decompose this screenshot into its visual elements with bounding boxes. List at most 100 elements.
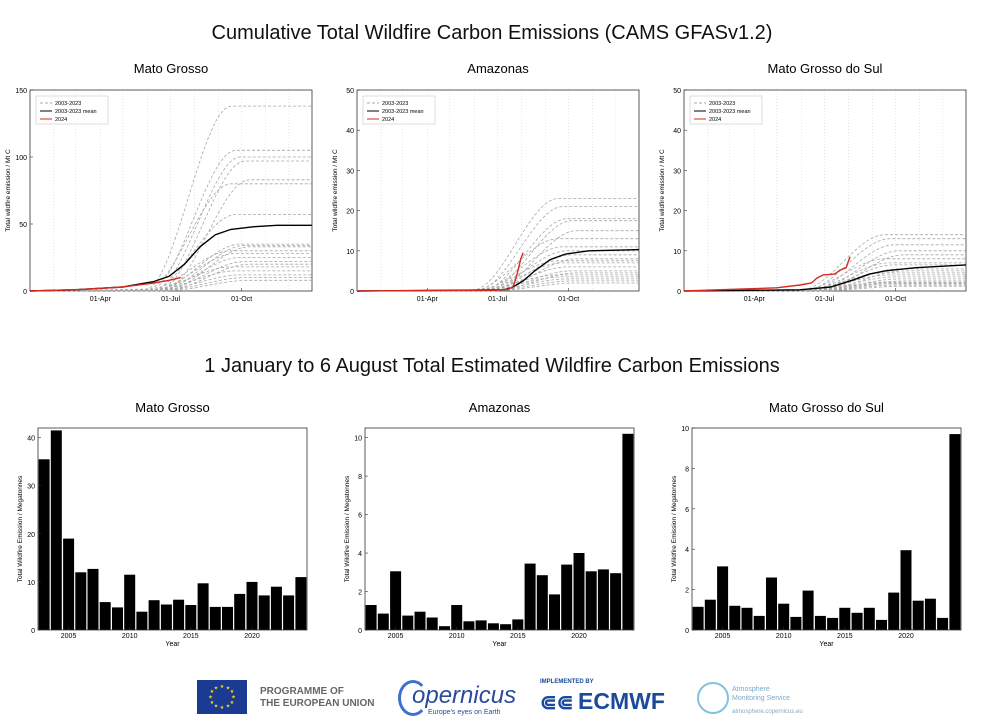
bar-2021 (585, 571, 597, 630)
bar-2020 (900, 550, 912, 630)
series-historical (29, 105, 312, 292)
y-tick-label: 2 (685, 588, 689, 595)
svg-text:★: ★ (226, 686, 231, 692)
bar-2006 (402, 615, 414, 630)
svg-text:★: ★ (220, 684, 225, 690)
bar-2005 (390, 571, 402, 630)
copernicus-logo-icon (398, 680, 428, 716)
bar-2010 (778, 603, 790, 630)
y-tick-label: 0 (350, 289, 354, 296)
chart-title: Mato Grosso (134, 61, 208, 76)
y-axis-label: Total wildfire emission / Mt C (332, 149, 339, 232)
y-tick-label: 20 (27, 532, 35, 539)
series-historical (357, 218, 639, 292)
page-title-period: 1 January to 6 August Total Estimated Wi… (204, 355, 780, 377)
series-historical (357, 220, 639, 292)
bar-2017 (863, 607, 875, 630)
bar-2023 (610, 573, 622, 630)
atmosphere-service-name: Atmosphere Monitoring Service (732, 686, 790, 702)
bar-2012 (148, 600, 160, 630)
y-tick-label: 4 (685, 547, 689, 554)
y-tick-label: 50 (346, 88, 354, 95)
x-tick-label: 01-Jul (488, 296, 508, 303)
chart-bars-mato-grosso-do-sul: Mato Grosso do Sul 0 2 4 6 8 10 2005 2010 2015 202… (671, 400, 962, 648)
x-tick-label: 01-Jul (815, 296, 835, 303)
x-tick-label: 01-Apr (90, 296, 112, 303)
y-tick-label: 0 (31, 628, 35, 635)
chart-title: Mato Grosso do Sul (769, 400, 884, 415)
bar-2018 (222, 606, 233, 630)
svg-text:★: ★ (230, 700, 235, 706)
y-tick-label: 0 (685, 628, 689, 635)
bar-2013 (160, 604, 172, 630)
y-tick-label: 0 (23, 289, 27, 296)
x-axis-label: Year (165, 641, 180, 648)
x-axis-label: Year (492, 641, 507, 648)
bar-2011 (136, 611, 148, 630)
bar-2015 (185, 605, 197, 630)
bar-2007 (414, 611, 426, 630)
svg-text:★: ★ (210, 700, 215, 706)
copernicus-tagline: Europe's eyes on Earth (428, 709, 501, 716)
y-tick-label: 20 (346, 209, 354, 216)
y-axis-label: Total Wildfire Emission / Megatonnes (671, 475, 678, 582)
x-tick-label: 2010 (776, 633, 792, 640)
legend-label: 2003-2023 (709, 101, 735, 107)
bar-2018 (876, 619, 887, 630)
x-tick-label: 01-Jul (161, 296, 181, 303)
bar-2014 (173, 599, 185, 630)
y-axis-label: Total Wildfire Emission / Megatonnes (344, 475, 351, 582)
plot-frame (691, 427, 962, 631)
bar-2012 (475, 620, 487, 630)
y-tick-label: 4 (358, 551, 362, 558)
bar-2013 (487, 623, 499, 630)
bar-2005 (717, 566, 729, 630)
bar-2008 (426, 617, 438, 630)
bar-2019 (234, 593, 246, 630)
y-tick-label: 20 (673, 209, 681, 216)
x-tick-label: 01-Oct (231, 296, 252, 303)
atmosphere-service-logo-icon (697, 682, 729, 714)
svg-text:★: ★ (226, 704, 231, 710)
copernicus-wordmark: opernicus (412, 682, 517, 709)
bar-2006 (75, 572, 87, 630)
bar-2003 (38, 459, 50, 630)
ecmwf-implemented-by: IMPLEMENTED BY (540, 679, 594, 685)
x-axis-label: Year (819, 641, 834, 648)
series-current-year (683, 256, 851, 292)
series-mean (29, 224, 312, 292)
eu-programme-text: PROGRAMME OF THE EUROPEAN UNION (260, 686, 375, 709)
bar-2024 (622, 433, 634, 630)
bar-2020 (573, 553, 585, 630)
bar-2022 (924, 598, 936, 630)
plot-frame (364, 427, 635, 631)
legend-label: 2024 (709, 117, 721, 123)
bar-2018 (549, 594, 560, 630)
y-tick-label: 2 (358, 590, 362, 597)
bar-2022 (597, 569, 609, 630)
y-tick-label: 10 (346, 249, 354, 256)
bar-2020 (246, 581, 258, 630)
y-tick-label: 0 (677, 289, 681, 296)
y-tick-label: 50 (673, 88, 681, 95)
bar-2015 (512, 619, 524, 630)
y-tick-label: 40 (673, 128, 681, 135)
bar-2019 (561, 564, 573, 630)
y-axis-label: Total wildfire emission / Mt C (659, 149, 666, 232)
eu-flag-icon: ★ ★ ★ ★ ★ ★ ★ ★ ★ ★ ★ ★ (197, 680, 247, 714)
chart-bars-mato-grosso: Mato Grosso 0 10 20 30 40 2005 2010 2015 2020 Year… (17, 400, 308, 648)
bar-2016 (197, 583, 209, 630)
x-tick-label: 2005 (388, 633, 404, 640)
bar-2014 (827, 617, 839, 630)
bar-2009 (112, 607, 123, 630)
y-axis-label: Total Wildfire Emission / Megatonnes (17, 475, 24, 582)
x-tick-label: 2015 (183, 633, 199, 640)
chart-title: Mato Grosso (135, 400, 209, 415)
svg-text:★: ★ (210, 689, 215, 695)
series-current-year (356, 252, 524, 292)
bar-2008 (753, 615, 765, 630)
bar-2024 (949, 434, 961, 630)
svg-text:★: ★ (208, 695, 213, 701)
series-historical (30, 279, 312, 292)
bar-2011 (463, 621, 475, 630)
